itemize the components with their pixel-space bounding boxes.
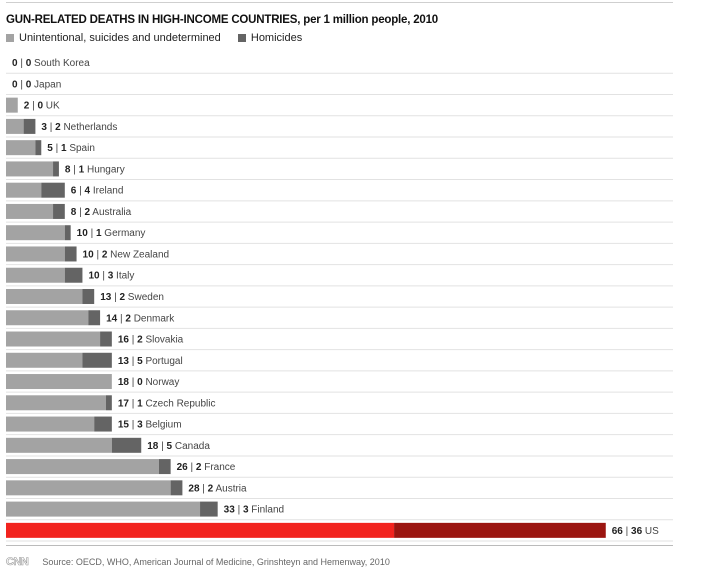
bar-homicides-spain [35,140,42,156]
bar-unintentional-denmark [6,310,89,326]
bar-homicides-new-zealand [64,246,77,262]
bar-unintentional-netherlands [6,118,24,134]
legend-item-homicides: Homicides [237,32,303,44]
bar-unintentional-austria [6,480,171,496]
bar-unintentional-slovakia [6,331,101,347]
bar-homicides-czech-republic [105,395,112,411]
bar-unintentional-ireland [6,182,42,198]
bar-unintentional-germany [6,225,65,241]
bar-homicides-denmark [88,310,101,326]
bar-homicides-italy [64,267,83,283]
source-text: Source: OECD, WHO, American Journal of M… [42,557,390,567]
data-label-denmark: 14 | 2 Denmark [106,313,175,324]
data-label-norway: 18 | 0 Norway [118,377,180,388]
data-label-belgium: 15 | 3 Belgium [118,420,182,431]
bar-unintentional-new-zealand [6,246,65,262]
footer: CNN Source: OECD, WHO, American Journal … [6,556,390,569]
bar-homicides-finland [200,501,218,517]
legend: Unintentional, suicides and undetermined… [6,32,316,45]
data-label-ireland: 6 | 4 Ireland [71,186,124,197]
data-label-italy: 10 | 3 Italy [88,271,134,282]
bar-unintentional-france [6,459,159,475]
legend-swatch-unintentional [6,34,14,42]
bar-homicides-belgium [94,416,112,432]
bar-homicides-portugal [82,352,112,368]
data-label-finland: 33 | 3 Finland [224,505,284,516]
bottom-rule [6,545,673,546]
data-label-spain: 5 | 1 Spain [47,143,95,154]
bar-unintentional-italy [6,267,65,283]
bar-unintentional-belgium [6,416,95,432]
cnn-logo: CNN [6,556,29,569]
bar-homicides-slovakia [100,331,112,347]
data-label-australia: 8 | 2 Australia [71,207,132,218]
bar-homicides-germany [64,225,71,241]
bar-homicides-netherlands [23,118,36,134]
bar-unintentional-spain [6,140,36,156]
bar-unintentional-us [6,522,395,538]
data-label-france: 26 | 2 France [177,462,236,473]
data-label-us: 66 | 36 US [612,526,659,537]
bar-unintentional-czech-republic [6,395,106,411]
bar-unintentional-hungary [6,161,54,177]
bar-homicides-hungary [53,161,59,177]
bar-unintentional-uk [6,97,18,113]
data-label-netherlands: 3 | 2 Netherlands [41,122,117,133]
data-label-austria: 28 | 2 Austria [188,483,247,494]
data-label-hungary: 8 | 1 Hungary [65,164,125,175]
chart-title: GUN-RELATED DEATHS IN HIGH-INCOME COUNTR… [6,14,439,26]
bar-homicides-ireland [41,182,65,198]
bar-homicides-sweden [82,288,95,304]
data-label-sweden: 13 | 2 Sweden [100,292,164,303]
data-label-portugal: 13 | 5 Portugal [118,356,183,367]
data-label-canada: 18 | 5 Canada [147,441,210,452]
bar-homicides-austria [170,480,183,496]
legend-swatch-homicides [237,34,246,42]
data-label-uk: 2 | 0 UK [24,101,60,112]
bar-unintentional-australia [6,203,54,219]
bar-homicides-france [158,459,171,475]
data-label-japan: 0 | 0 Japan [12,79,61,90]
bar-unintentional-portugal [6,352,83,368]
bar-homicides-canada [111,437,142,453]
bar-unintentional-sweden [6,288,83,304]
data-label-germany: 10 | 1 Germany [77,228,146,239]
legend-label-unintentional: Unintentional, suicides and undetermined [19,32,221,44]
data-label-south-korea: 0 | 0 South Korea [12,58,90,69]
data-label-slovakia: 16 | 2 Slovakia [118,335,184,346]
bar-homicides-us [394,522,606,538]
bar-unintentional-finland [6,501,201,517]
legend-item-unintentional: Unintentional, suicides and undetermined [6,32,221,44]
data-label-czech-republic: 17 | 1 Czech Republic [118,398,216,409]
top-rule [6,2,673,3]
bar-homicides-australia [53,203,65,219]
bar-unintentional-norway [6,374,112,390]
bar-unintentional-canada [6,437,112,453]
legend-label-homicides: Homicides [250,32,303,44]
data-label-new-zealand: 10 | 2 New Zealand [83,249,170,260]
